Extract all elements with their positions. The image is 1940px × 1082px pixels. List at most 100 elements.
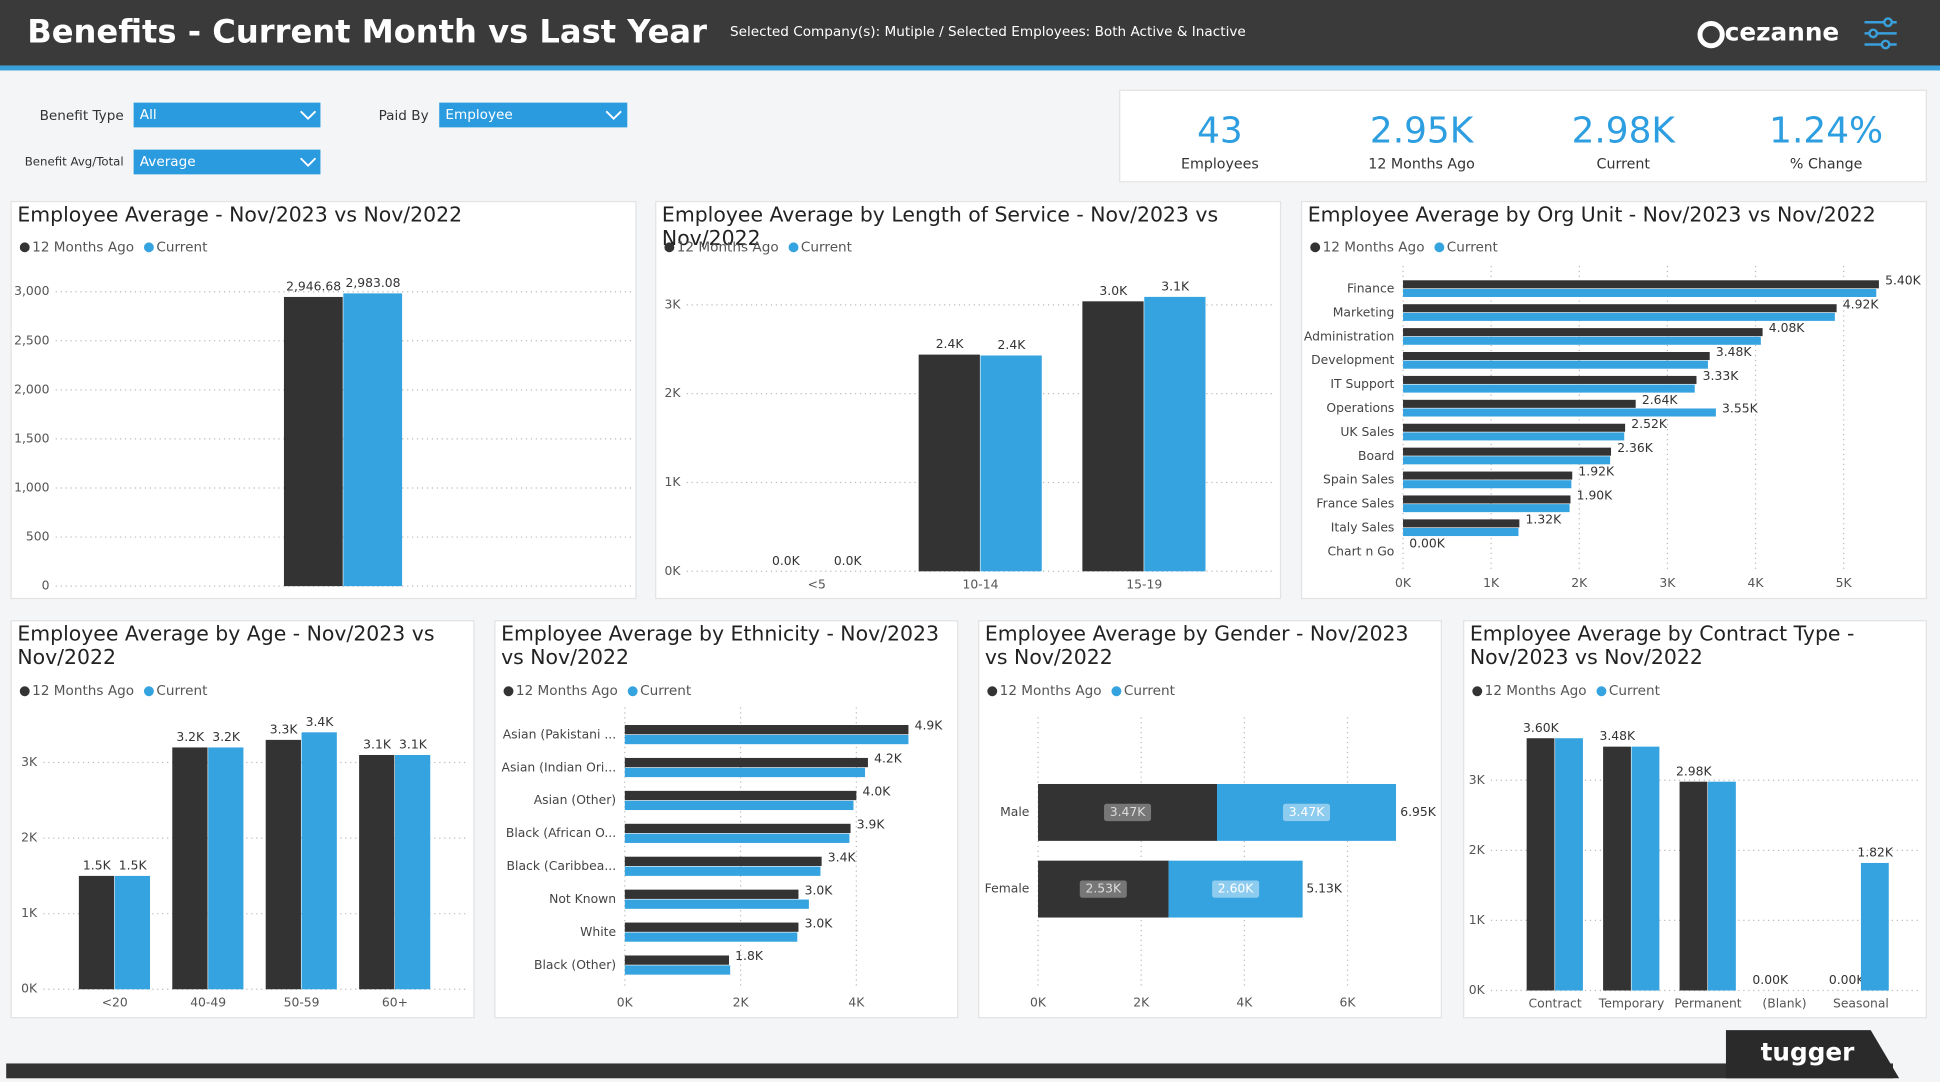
- data-label: 1.82K: [1857, 846, 1894, 860]
- y-tick-label: 500: [26, 530, 50, 544]
- y-tick-label: Female: [985, 882, 1030, 896]
- bar: [918, 354, 980, 572]
- dropdown[interactable]: [439, 102, 628, 128]
- bar: [1144, 296, 1206, 572]
- data-label: 2.53K: [1085, 882, 1122, 896]
- legend-marker: [19, 242, 30, 253]
- data-label: 0.0K: [772, 554, 801, 568]
- data-label: 2,946.68: [286, 280, 341, 294]
- x-tick-label: Temporary: [1598, 997, 1665, 1011]
- data-label: 4.9K: [915, 719, 944, 733]
- bar: [1860, 862, 1889, 991]
- x-tick-label: 0K: [1395, 576, 1412, 590]
- bar: [1403, 328, 1763, 337]
- y-tick-label: Male: [1000, 805, 1029, 819]
- dropdown-value[interactable]: All: [140, 107, 157, 123]
- data-label: 4.92K: [1843, 297, 1880, 311]
- bar: [359, 754, 395, 990]
- y-tick-label: 0K: [665, 564, 682, 578]
- bar: [265, 739, 301, 990]
- x-tick-label: 0K: [1030, 995, 1047, 1009]
- chart-title: Employee Average - Nov/2023 vs Nov/2022: [17, 202, 463, 227]
- filter-label: Benefit Type: [40, 108, 124, 124]
- chart-title-box: Employee Average by Gender - Nov/2023 vs…: [984, 621, 1409, 669]
- filter-label: Paid By: [379, 108, 429, 124]
- y-tick-label: Not Known: [549, 892, 616, 906]
- data-label: 2.4K: [936, 337, 965, 351]
- dropdown[interactable]: [133, 102, 321, 128]
- bar: [624, 856, 822, 866]
- total-label: 6.95K: [1400, 805, 1437, 819]
- brand-logo: cezanne: [1725, 17, 1839, 46]
- bar: [624, 866, 821, 876]
- bar: [1679, 781, 1708, 991]
- y-tick-label: 2,000: [14, 382, 50, 396]
- kpi-panel: [1119, 89, 1928, 183]
- bar: [624, 725, 909, 735]
- x-tick-label: <20: [102, 995, 128, 1009]
- bar: [624, 922, 799, 932]
- bar: [624, 955, 730, 965]
- y-tick-label: Board: [1358, 449, 1394, 463]
- chart-title: Employee Average by Gender - Nov/2023 vs…: [984, 621, 1409, 669]
- chart-title-box: Employee Average by Org Unit - Nov/2023 …: [1308, 203, 1876, 226]
- x-tick-label: 5K: [1836, 576, 1853, 590]
- data-label: 3.1K: [1161, 279, 1190, 293]
- data-label: 3.0K: [805, 883, 834, 897]
- legend-marker: [19, 686, 30, 697]
- bar: [1403, 375, 1697, 384]
- data-label: 2.52K: [1631, 417, 1668, 431]
- header-bar: [0, 0, 1940, 66]
- dropdown-value[interactable]: Average: [140, 154, 196, 170]
- x-tick-label: 4K: [1748, 576, 1765, 590]
- header-stripe: [0, 65, 1940, 71]
- bar: [1403, 288, 1877, 297]
- kpi-value: 2.98K: [1572, 110, 1677, 151]
- x-tick-label: Seasonal: [1833, 997, 1889, 1011]
- y-tick-label: 1,000: [14, 480, 50, 494]
- bar: [624, 833, 850, 843]
- filter-label: Benefit Avg/Total: [25, 154, 124, 168]
- data-label-box: [1079, 880, 1127, 898]
- x-tick-label: 40-49: [190, 995, 226, 1009]
- bar: [624, 790, 857, 801]
- bar: [1403, 352, 1710, 361]
- data-label: 5.40K: [1885, 273, 1922, 287]
- bar: [1403, 304, 1837, 313]
- y-tick-label: 2K: [665, 386, 682, 400]
- dropdown-value[interactable]: Employee: [445, 107, 512, 123]
- menu-icon[interactable]: [1864, 17, 1897, 50]
- chart-title-box: Employee Average by Contract Type - Nov/…: [1470, 622, 1855, 669]
- dropdown[interactable]: [133, 149, 321, 175]
- data-label: 3.1K: [363, 738, 392, 752]
- data-label: 3.47K: [1110, 805, 1147, 819]
- legend-label: Current: [640, 683, 691, 699]
- legend-label: 12 Months Ago: [677, 239, 779, 255]
- legend-marker: [1310, 242, 1321, 253]
- data-label: 0.00K: [1829, 973, 1866, 987]
- x-tick-label: 4K: [1236, 995, 1253, 1009]
- y-tick-label: 2K: [21, 831, 38, 845]
- total-label: 5.13K: [1306, 882, 1343, 896]
- bar: [624, 932, 798, 942]
- bar: [1403, 519, 1520, 528]
- data-label: 3.48K: [1600, 729, 1637, 743]
- y-tick-label: Black (Other): [534, 958, 616, 972]
- y-tick-label: UK Sales: [1340, 425, 1394, 439]
- x-tick-label: Permanent: [1674, 997, 1741, 1011]
- kpi-label: % Change: [1790, 156, 1862, 172]
- y-tick-label: Chart n Go: [1328, 544, 1395, 558]
- x-tick-label: 60+: [382, 995, 408, 1009]
- bar: [78, 875, 115, 990]
- data-label: 2.60K: [1218, 882, 1255, 896]
- bar: [172, 747, 208, 990]
- data-label: 2.4K: [998, 338, 1027, 352]
- x-tick-label: 2K: [1133, 995, 1150, 1009]
- x-tick-label: 0K: [617, 995, 634, 1009]
- bar: [1403, 471, 1573, 480]
- bar: [1403, 504, 1570, 513]
- bar: [114, 875, 151, 990]
- legend-label: 12 Months Ago: [1323, 239, 1425, 255]
- kpi-value: 43: [1197, 110, 1243, 151]
- chevron: [605, 110, 622, 121]
